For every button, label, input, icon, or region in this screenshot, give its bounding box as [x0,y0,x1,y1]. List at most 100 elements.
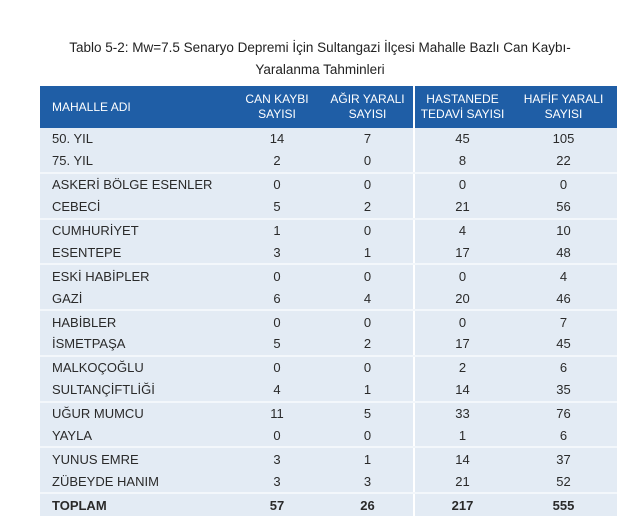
cell-can-kaybi: 3 [232,241,322,266]
cell-can-kaybi: 11 [232,401,322,425]
cell-hafif-yarali: 4 [510,264,617,288]
header-mahalle-adi: MAHALLE ADI [40,86,232,128]
cell-mahalle-name: CUMHURİYET [40,218,232,242]
cell-mahalle-name: GAZİ [40,287,232,312]
total-hastanede-tedavi: 217 [413,493,510,517]
cell-agir-yarali: 0 [322,218,414,242]
cell-agir-yarali: 2 [322,333,414,357]
cell-hafif-yarali: 46 [510,287,617,312]
cell-hafif-yarali: 10 [510,218,617,242]
table-row: ASKERİ BÖLGE ESENLER 0 0 0 0 [40,172,617,196]
total-hafif-yarali: 555 [510,493,617,517]
total-agir-yarali: 26 [322,493,414,517]
cell-hafif-yarali: 45 [510,333,617,357]
cell-agir-yarali: 1 [322,447,414,471]
cell-mahalle-name: HABİBLER [40,310,232,334]
cell-hafif-yarali: 48 [510,241,617,266]
header-can-kaybi: CAN KAYBI SAYISI [232,86,322,128]
cell-hastanede-tedavi: 8 [413,149,510,174]
cell-mahalle-name: ZÜBEYDE HANIM [40,470,232,495]
table-row: UĞUR MUMCU 11 5 33 76 [40,401,617,425]
cell-hafif-yarali: 0 [510,172,617,196]
cell-hafif-yarali: 52 [510,470,617,495]
table-row: ESKİ HABİPLER 0 0 0 4 [40,264,617,288]
table-row: YAYLA 0 0 1 6 [40,424,617,449]
cell-mahalle-name: İSMETPAŞA [40,333,232,357]
cell-agir-yarali: 3 [322,470,414,495]
cell-can-kaybi: 3 [232,447,322,471]
cell-agir-yarali: 0 [322,424,414,449]
table-row: GAZİ 6 4 20 46 [40,287,617,312]
cell-mahalle-name: MALKOÇOĞLU [40,355,232,379]
cell-agir-yarali: 0 [322,149,414,174]
table-row: 75. YIL 2 0 8 22 [40,149,617,174]
cell-can-kaybi: 14 [232,128,322,150]
table-row: CEBECİ 5 2 21 56 [40,195,617,220]
cell-agir-yarali: 0 [322,264,414,288]
cell-hafif-yarali: 7 [510,310,617,334]
cell-agir-yarali: 0 [322,310,414,334]
table-caption-line-2: Yaralanma Tahminleri [255,62,385,77]
cell-mahalle-name: SULTANÇİFTLİĞİ [40,378,232,403]
cell-agir-yarali: 0 [322,172,414,196]
cell-can-kaybi: 5 [232,333,322,357]
cell-agir-yarali: 7 [322,128,414,150]
cell-can-kaybi: 0 [232,310,322,334]
cell-hastanede-tedavi: 0 [413,172,510,196]
cell-hafif-yarali: 6 [510,355,617,379]
table-row: MALKOÇOĞLU 0 0 2 6 [40,355,617,379]
table-row: CUMHURİYET 1 0 4 10 [40,218,617,242]
cell-mahalle-name: ESKİ HABİPLER [40,264,232,288]
cell-agir-yarali: 1 [322,378,414,403]
cell-hastanede-tedavi: 4 [413,218,510,242]
cell-can-kaybi: 0 [232,172,322,196]
cell-can-kaybi: 4 [232,378,322,403]
total-row: TOPLAM 57 26 217 555 [40,493,617,517]
cell-mahalle-name: 75. YIL [40,149,232,174]
cell-can-kaybi: 0 [232,355,322,379]
total-can-kaybi: 57 [232,493,322,517]
cell-mahalle-name: UĞUR MUMCU [40,401,232,425]
header-hafif-yarali: HAFİF YARALI SAYISI [510,86,617,128]
header-agir-yarali: AĞIR YARALI SAYISI [322,86,414,128]
cell-agir-yarali: 2 [322,195,414,220]
cell-agir-yarali: 4 [322,287,414,312]
cell-hastanede-tedavi: 14 [413,378,510,403]
cell-mahalle-name: 50. YIL [40,128,232,150]
cell-mahalle-name: YAYLA [40,424,232,449]
cell-hafif-yarali: 76 [510,401,617,425]
cell-hastanede-tedavi: 20 [413,287,510,312]
cell-mahalle-name: ESENTEPE [40,241,232,266]
cell-hastanede-tedavi: 0 [413,310,510,334]
cell-can-kaybi: 3 [232,470,322,495]
table-row: ZÜBEYDE HANIM 3 3 21 52 [40,470,617,495]
total-mahalle-name: TOPLAM [40,493,232,517]
header-hastanede-tedavi: HASTANEDE TEDAVİ SAYISI [413,86,510,128]
cell-mahalle-name: ASKERİ BÖLGE ESENLER [40,172,232,196]
cell-mahalle-name: CEBECİ [40,195,232,220]
cell-can-kaybi: 2 [232,149,322,174]
cell-can-kaybi: 5 [232,195,322,220]
cell-hafif-yarali: 56 [510,195,617,220]
table-caption-line-1: Tablo 5-2: Mw=7.5 Senaryo Depremi İçin S… [69,40,571,55]
cell-agir-yarali: 5 [322,401,414,425]
cell-hastanede-tedavi: 17 [413,333,510,357]
cell-mahalle-name: YUNUS EMRE [40,447,232,471]
table-row: 50. YIL 14 7 45 105 [40,128,617,150]
table-row: ESENTEPE 3 1 17 48 [40,241,617,266]
cell-hastanede-tedavi: 1 [413,424,510,449]
cell-hafif-yarali: 22 [510,149,617,174]
cell-hastanede-tedavi: 0 [413,264,510,288]
cell-hafif-yarali: 6 [510,424,617,449]
cell-can-kaybi: 1 [232,218,322,242]
cell-hafif-yarali: 105 [510,128,617,150]
table-row: HABİBLER 0 0 0 7 [40,310,617,334]
cell-hastanede-tedavi: 14 [413,447,510,471]
table-row: SULTANÇİFTLİĞİ 4 1 14 35 [40,378,617,403]
cell-hastanede-tedavi: 2 [413,355,510,379]
table-header-row: MAHALLE ADI CAN KAYBI SAYISI AĞIR YARALI S… [40,86,617,128]
cell-hafif-yarali: 35 [510,378,617,403]
casualty-table: MAHALLE ADI CAN KAYBI SAYISI AĞIR YARALI S… [40,86,617,517]
table-row: İSMETPAŞA 5 2 17 45 [40,333,617,357]
table-row: YUNUS EMRE 3 1 14 37 [40,447,617,471]
